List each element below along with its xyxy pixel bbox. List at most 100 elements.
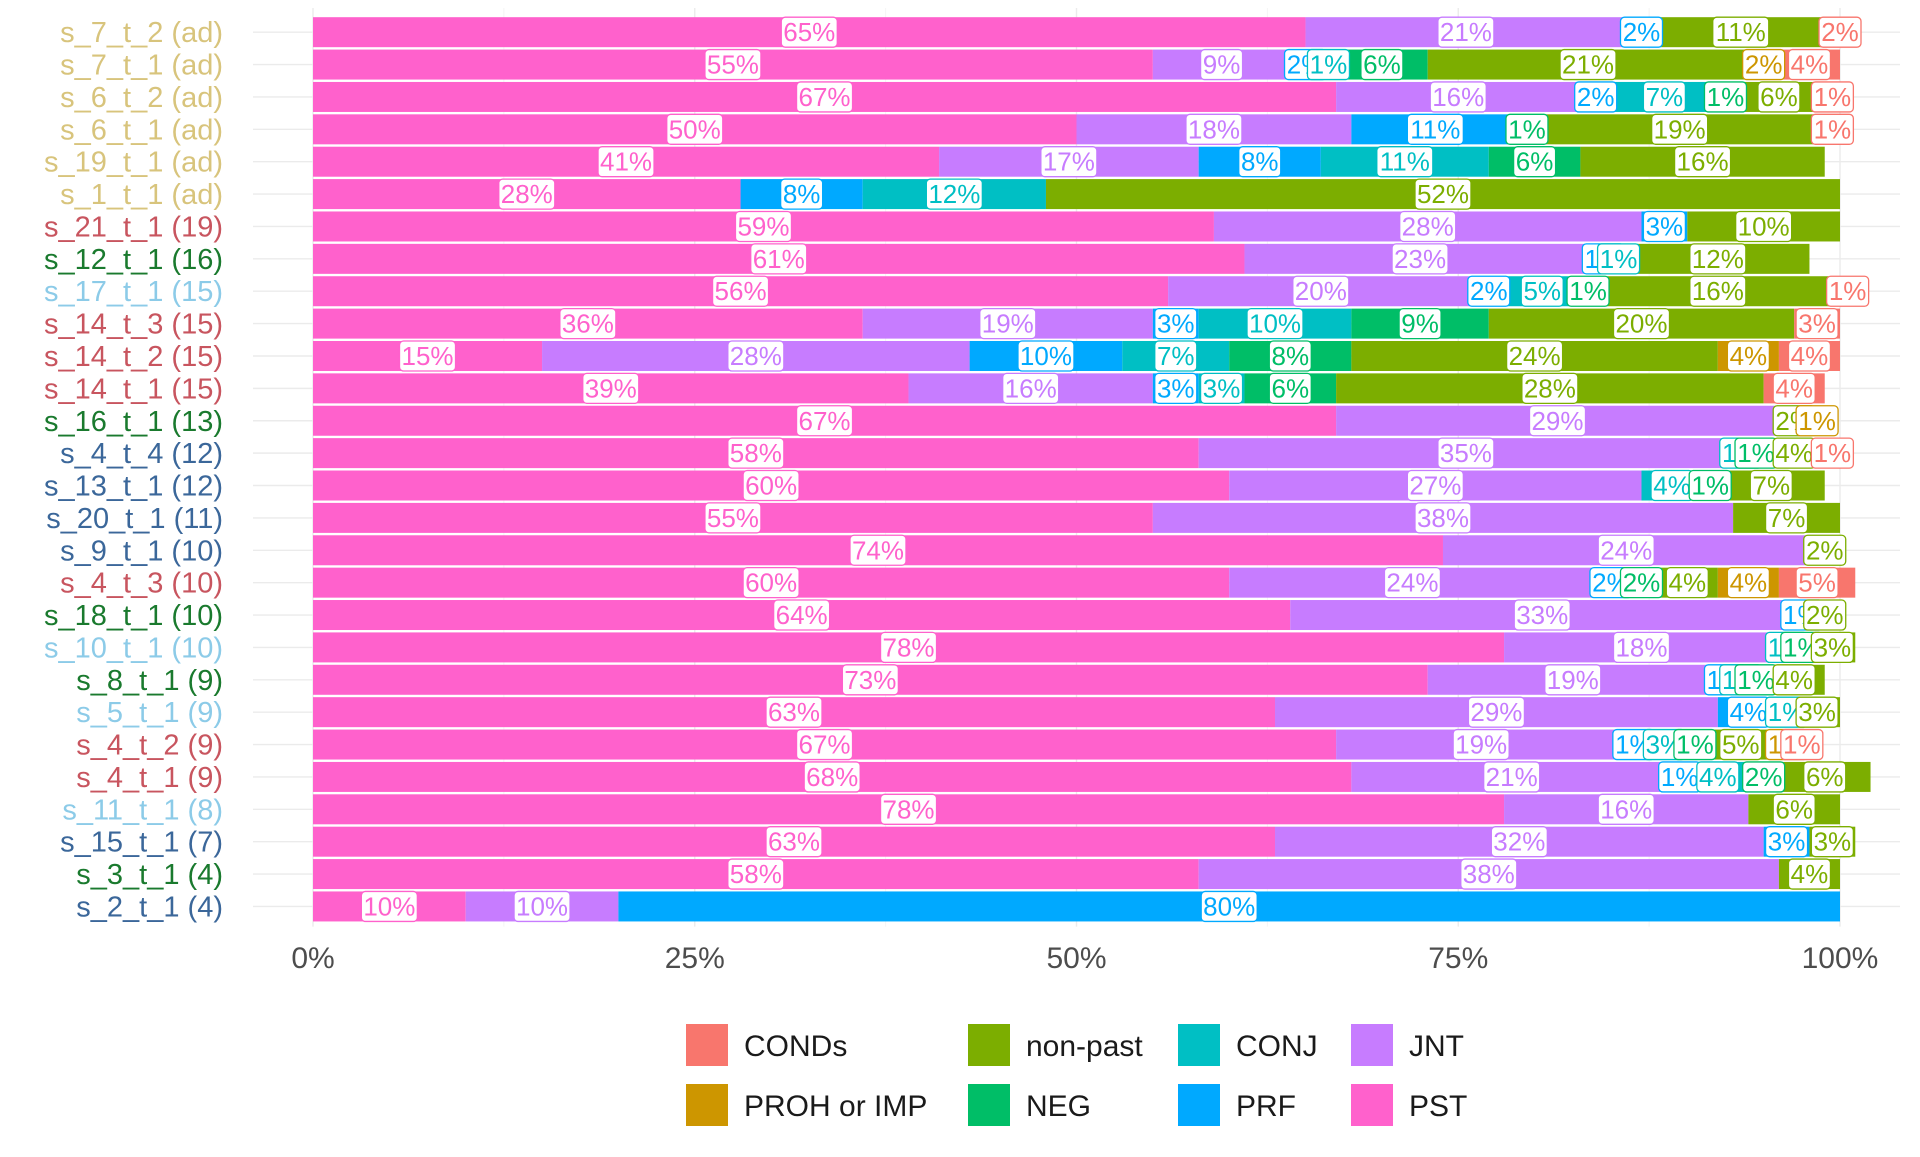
data-label-box bbox=[742, 567, 800, 599]
data-label: 68% bbox=[803, 761, 861, 793]
data-label-text: 4% bbox=[1730, 568, 1768, 598]
data-label: 7% bbox=[1749, 469, 1793, 502]
data-label: 3% bbox=[1154, 372, 1198, 405]
data-label-box bbox=[1703, 81, 1748, 113]
y-tick-label: s_9_t_1 (10) bbox=[60, 535, 223, 567]
data-label-text: 63% bbox=[768, 697, 820, 727]
x-tick-label: 0% bbox=[291, 942, 334, 975]
data-label-text: 41% bbox=[600, 147, 652, 177]
data-label-box bbox=[1803, 761, 1847, 793]
data-label: 4% bbox=[1726, 696, 1771, 728]
data-label-box bbox=[1360, 48, 1404, 81]
data-label-text: 1% bbox=[1737, 665, 1775, 695]
data-label-text: 3% bbox=[1157, 309, 1195, 339]
data-label-box bbox=[979, 307, 1037, 340]
data-label-text: 17% bbox=[1043, 147, 1095, 177]
data-label-text: 28% bbox=[1524, 373, 1576, 403]
data-label-text: 2% bbox=[1745, 50, 1783, 80]
data-label-text: 24% bbox=[1600, 535, 1652, 565]
data-label: 27% bbox=[1406, 469, 1464, 502]
data-label: 1% bbox=[1825, 275, 1870, 307]
data-label-text: 38% bbox=[1417, 503, 1469, 533]
data-label: 28% bbox=[498, 178, 556, 210]
data-label-box bbox=[1810, 437, 1855, 469]
data-label-box bbox=[513, 890, 571, 923]
data-label: 2% bbox=[1742, 48, 1786, 81]
data-label-box bbox=[1437, 437, 1495, 469]
y-tick-label: s_2_t_1 (4) bbox=[76, 891, 223, 923]
data-label-text: 60% bbox=[745, 471, 797, 501]
data-label: 78% bbox=[879, 793, 938, 825]
data-label: 59% bbox=[734, 210, 793, 243]
data-label: 29% bbox=[1528, 405, 1587, 437]
y-tick-label: s_15_t_1 (7) bbox=[60, 827, 223, 859]
data-label: 1% bbox=[1703, 81, 1748, 113]
data-label-box bbox=[1544, 664, 1602, 696]
y-tick-label: s_14_t_3 (15) bbox=[44, 309, 223, 341]
data-label-text: 16% bbox=[1005, 373, 1057, 403]
data-label: 67% bbox=[795, 405, 854, 437]
legend-label: non-past bbox=[1026, 1030, 1143, 1063]
data-label-text: 1% bbox=[1676, 730, 1714, 760]
legend-label: PRF bbox=[1236, 1090, 1296, 1123]
data-label-box bbox=[795, 405, 854, 437]
data-label-text: 1% bbox=[1814, 438, 1852, 468]
data-label: 4% bbox=[1726, 340, 1771, 372]
data-label: 24% bbox=[1383, 567, 1442, 599]
data-label-text: 4% bbox=[1730, 697, 1768, 727]
data-label-box bbox=[1825, 275, 1870, 307]
data-label-box bbox=[1780, 728, 1824, 761]
data-label: 20% bbox=[1292, 275, 1350, 307]
data-label-box bbox=[1642, 210, 1687, 243]
data-label-box bbox=[1154, 307, 1198, 340]
data-label-text: 4% bbox=[1730, 341, 1768, 371]
data-label-box bbox=[1673, 728, 1717, 761]
data-label: 78% bbox=[879, 631, 938, 664]
data-label: 20% bbox=[1612, 307, 1671, 340]
data-label-text: 74% bbox=[852, 535, 904, 565]
data-label: 10% bbox=[1017, 340, 1075, 372]
data-label-box bbox=[1712, 16, 1770, 48]
data-label-box bbox=[1772, 372, 1816, 405]
data-label-text: 21% bbox=[1562, 50, 1614, 80]
data-label-box bbox=[1437, 16, 1495, 48]
data-label: 2% bbox=[1742, 761, 1786, 793]
data-label-text: 3% bbox=[1768, 827, 1806, 857]
data-label-text: 5% bbox=[1798, 568, 1836, 598]
data-label: 4% bbox=[1665, 567, 1709, 599]
data-label-box bbox=[1292, 275, 1350, 307]
data-label-box bbox=[1566, 275, 1610, 307]
data-label-text: 67% bbox=[799, 406, 851, 436]
data-label: 56% bbox=[711, 275, 770, 307]
data-label: 64% bbox=[772, 599, 831, 631]
data-label: 3% bbox=[1795, 307, 1839, 340]
data-label: 36% bbox=[559, 307, 617, 340]
data-label-box bbox=[1757, 81, 1801, 113]
data-label: 28% bbox=[1521, 372, 1579, 405]
data-label-box bbox=[1376, 146, 1434, 178]
data-label-text: 2% bbox=[1623, 568, 1661, 598]
data-label: 4% bbox=[1772, 372, 1816, 405]
data-label-text: 38% bbox=[1463, 859, 1515, 889]
data-label-box bbox=[704, 48, 762, 81]
data-label: 23% bbox=[1391, 243, 1449, 275]
legend-swatch bbox=[968, 1024, 1010, 1066]
legend-label: PROH or IMP bbox=[744, 1090, 927, 1123]
data-label-text: 5% bbox=[1523, 276, 1561, 306]
data-label-text: 10% bbox=[1249, 309, 1301, 339]
data-label: 1% bbox=[1596, 243, 1641, 275]
data-label-box bbox=[1619, 16, 1664, 48]
x-tick-label: 25% bbox=[665, 942, 725, 975]
data-label-box bbox=[1246, 307, 1304, 340]
data-label-text: 27% bbox=[1409, 471, 1461, 501]
data-label-box bbox=[1414, 502, 1472, 534]
data-label-text: 1% bbox=[1600, 244, 1638, 274]
data-label-box bbox=[1764, 502, 1809, 534]
legend-item: CONJ bbox=[1178, 1024, 1318, 1066]
data-label-text: 67% bbox=[799, 730, 851, 760]
data-label-box bbox=[803, 761, 861, 793]
data-label-text: 64% bbox=[776, 600, 828, 630]
data-label: 16% bbox=[1597, 793, 1655, 825]
data-label: 7% bbox=[1154, 340, 1198, 372]
data-label: 17% bbox=[1040, 146, 1098, 178]
